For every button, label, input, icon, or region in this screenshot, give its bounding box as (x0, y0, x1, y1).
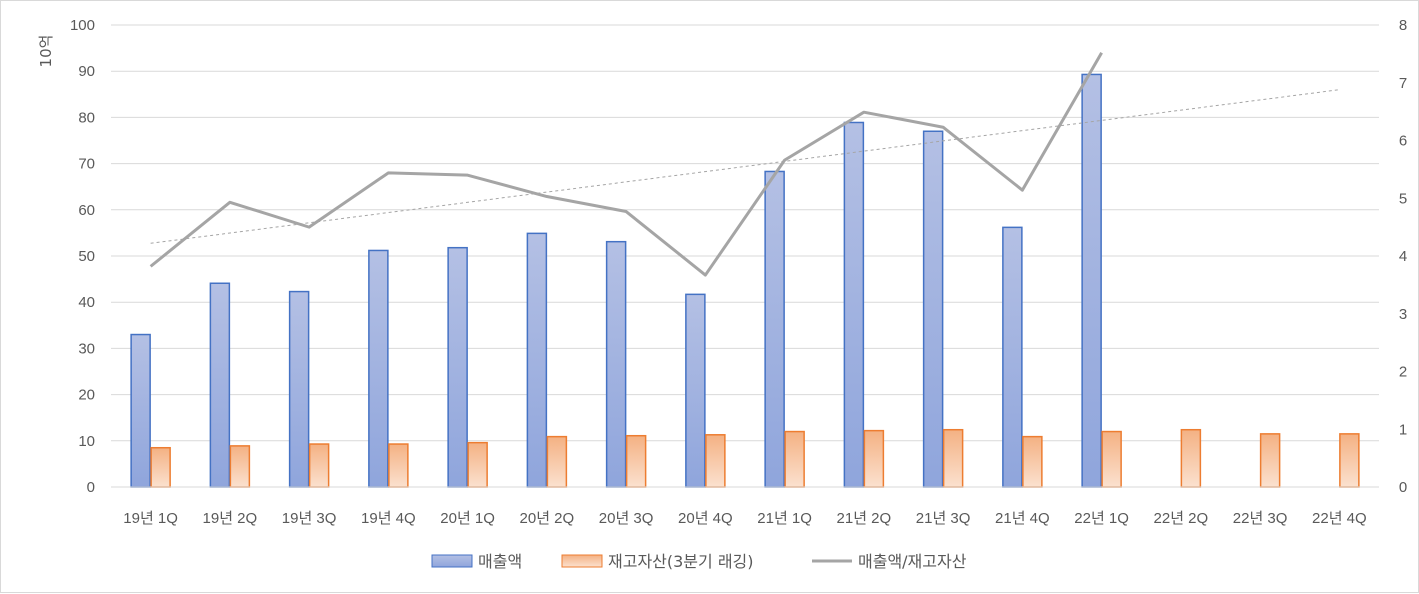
bar-sales (526, 232, 548, 488)
bar-sales (1002, 226, 1023, 488)
y-tick-label: 70 (78, 156, 95, 173)
y2-tick-label: 3 (1399, 306, 1407, 323)
y-tick-label: 100 (70, 17, 95, 34)
y2-tick-label: 0 (1399, 479, 1407, 496)
y-axis-unit-label: 10억 (37, 35, 55, 68)
y-tick-label: 10 (78, 433, 95, 450)
x-tick-label: 21년 2Q (837, 510, 892, 527)
bar-sales (288, 290, 310, 488)
y2-tick-label: 7 (1399, 75, 1407, 92)
legend-label-inventory: 재고자산(3분기 래깅) (608, 552, 754, 571)
x-tick-label: 19년 2Q (203, 510, 258, 527)
x-tick-label: 19년 1Q (123, 510, 178, 527)
legend-swatch-inventory (561, 554, 603, 568)
x-tick-label: 22년 2Q (1154, 510, 1209, 527)
x-tick-label: 19년 4Q (361, 510, 416, 527)
bar-inventory (863, 429, 885, 488)
bar-sales (130, 333, 151, 488)
y-tick-label: 40 (78, 294, 95, 311)
x-tick-label: 19년 3Q (282, 510, 337, 527)
bar-inventory (1101, 430, 1122, 488)
bar-sales (447, 246, 468, 488)
y2-tick-label: 2 (1399, 364, 1407, 381)
bar-sales (209, 282, 231, 488)
legend-swatch-sales (431, 554, 473, 568)
y-tick-label: 0 (87, 479, 95, 496)
x-tick-label: 22년 3Q (1233, 510, 1288, 527)
y-tick-label: 30 (78, 340, 95, 357)
y2-tick-label: 5 (1399, 190, 1407, 207)
bar-inventory (1259, 433, 1281, 488)
bar-sales (368, 249, 389, 488)
bar-inventory (784, 430, 805, 488)
y-tick-label: 80 (78, 109, 95, 126)
bar-inventory (467, 441, 488, 488)
bar-inventory (308, 443, 330, 488)
bar-inventory (942, 428, 964, 488)
y-tick-label: 50 (78, 248, 95, 265)
bar-sales (1081, 73, 1102, 488)
x-tick-label: 20년 2Q (520, 510, 575, 527)
y2-tick-label: 4 (1399, 248, 1407, 265)
ratio-line-path (149, 51, 1103, 277)
axes: 0 10 20 30 40 50 60 70 80 90 100 0 1 2 3 4 5 6 7 8 19년 1Q 19년… (70, 17, 1407, 527)
bar-inventory (625, 434, 647, 488)
x-tick-label: 21년 4Q (995, 510, 1050, 527)
gridlines (111, 24, 1379, 488)
bars (130, 73, 1360, 488)
legend-label-ratio: 매출액/재고자산 (858, 552, 967, 571)
legend: 매출액 재고자산(3분기 래깅) 매출액/재고자산 (431, 552, 967, 571)
x-tick-label: 20년 3Q (599, 510, 654, 527)
legend-label-sales: 매출액 (478, 552, 522, 571)
ratio-trendline (150, 89, 1340, 244)
x-tick-label: 20년 4Q (678, 510, 733, 527)
bar-inventory (1022, 435, 1043, 488)
x-tick-label: 21년 1Q (757, 510, 812, 527)
x-tick-label: 22년 1Q (1074, 510, 1129, 527)
ratio-line (149, 51, 1340, 277)
x-tick-label: 20년 1Q (440, 510, 495, 527)
x-tick-label: 21년 3Q (916, 510, 971, 527)
bar-inventory (1180, 428, 1202, 488)
bar-inventory (1339, 433, 1360, 488)
bar-sales (605, 240, 627, 488)
x-tick-label: 22년 4Q (1312, 510, 1367, 527)
bar-inventory (546, 435, 568, 488)
bar-sales (843, 121, 865, 488)
y2-tick-label: 6 (1399, 133, 1407, 150)
y-tick-label: 60 (78, 202, 95, 219)
y2-tick-label: 1 (1399, 421, 1407, 438)
bar-sales (922, 130, 944, 488)
bar-inventory (229, 445, 251, 488)
y2-tick-label: 8 (1399, 17, 1407, 34)
bar-inventory (705, 434, 726, 488)
y-tick-label: 20 (78, 387, 95, 404)
bar-inventory (150, 446, 171, 488)
bar-sales (764, 170, 785, 488)
bar-inventory (388, 443, 409, 488)
y-tick-label: 90 (78, 63, 95, 80)
bar-sales (685, 293, 706, 488)
